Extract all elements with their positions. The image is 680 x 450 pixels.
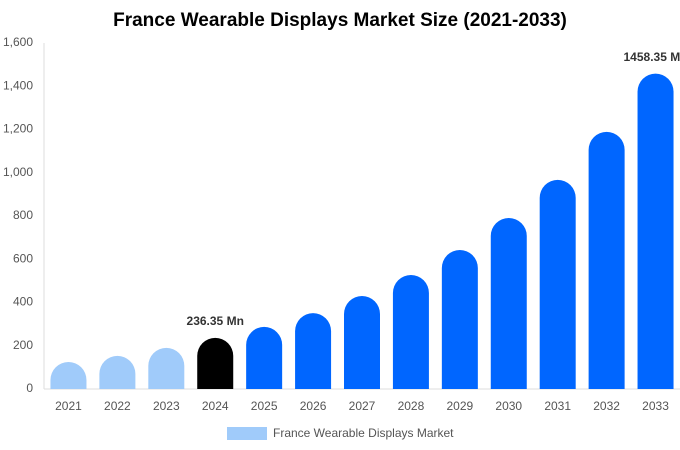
bar [392, 275, 429, 389]
x-tick-label: 2026 [300, 399, 327, 413]
x-tick-label: 2021 [55, 399, 82, 413]
bar [148, 347, 185, 389]
bar [99, 355, 136, 389]
x-tick-label: 2033 [642, 399, 669, 413]
bar [490, 217, 527, 389]
y-tick-label: 400 [13, 295, 33, 309]
legend-swatch [227, 427, 267, 440]
x-tick-label: 2024 [202, 399, 229, 413]
bar [295, 313, 332, 389]
legend-label: France Wearable Displays Market [273, 426, 454, 440]
x-tick-label: 2027 [349, 399, 376, 413]
bar [637, 73, 674, 390]
x-tick-label: 2031 [544, 399, 571, 413]
y-tick-label: 1,600 [3, 35, 33, 49]
value-label: 236.35 Mn [187, 314, 244, 328]
x-tick-label: 2023 [153, 399, 180, 413]
x-tick-label: 2032 [593, 399, 620, 413]
y-tick-label: 600 [13, 251, 33, 265]
y-tick-label: 1,400 [3, 78, 33, 92]
y-tick-label: 800 [13, 208, 33, 222]
bar [50, 361, 87, 389]
y-tick-label: 1,200 [3, 122, 33, 136]
bar [344, 296, 380, 389]
x-tick-label: 2025 [251, 399, 278, 413]
y-tick-label: 1,000 [3, 165, 33, 179]
bar [588, 131, 625, 389]
bar [246, 326, 283, 389]
x-tick-label: 2030 [495, 399, 522, 413]
bar [539, 179, 576, 389]
bar [441, 249, 478, 389]
x-tick-label: 2022 [104, 399, 131, 413]
chart-title: France Wearable Displays Market Size (20… [113, 10, 567, 31]
x-tick-label: 2029 [446, 399, 473, 413]
bar [197, 337, 234, 389]
y-tick-label: 0 [26, 381, 33, 395]
x-tick-label: 2028 [398, 399, 425, 413]
y-tick-label: 200 [13, 338, 33, 352]
value-label: 1458.35 Mn [624, 50, 680, 64]
